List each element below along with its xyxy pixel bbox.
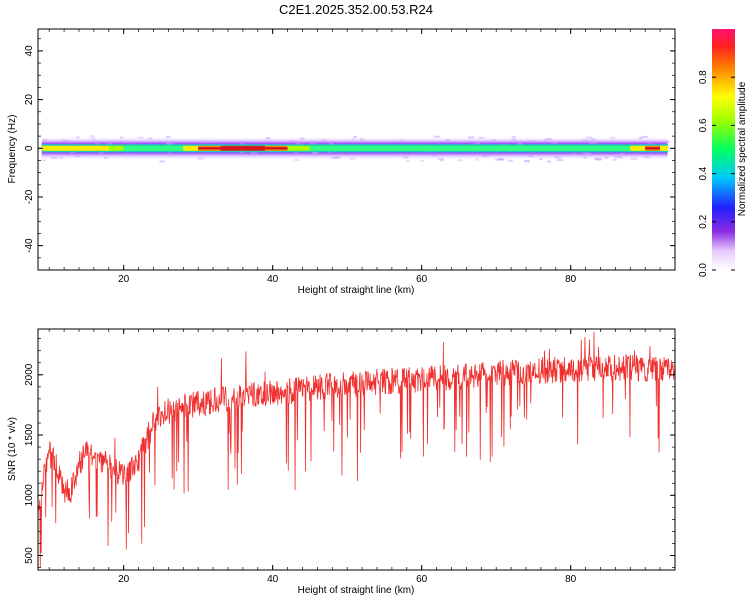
ridge-segment [183,145,199,151]
ridge-segment [309,145,348,151]
snr-series-line [38,331,675,568]
snr-x-tick-label: 80 [565,574,577,585]
colorbar-gradient [712,29,735,270]
chart-title: C2E1.2025.352.00.53.R24 [279,2,433,17]
ridge-segment [138,145,162,151]
ridge-segment [458,145,497,151]
spectrogram-y-tick-label: 20 [24,94,35,106]
spectrogram-y-axis-label: Frequency (Hz) [7,115,18,184]
spectrogram-x-axis-label: Height of straight line (km) [298,285,415,296]
colorbar-label: Normalized spectral amplitude [737,81,748,216]
spectrogram-x-tick-label: 80 [565,274,577,285]
ridge-segment [630,145,646,151]
ridge-segment [64,145,87,151]
ridge-segment [421,145,460,151]
ridge-segment [347,145,385,151]
spectrogram-heatmap [41,135,671,163]
ridge-segment [160,145,184,151]
snr-y-tick-label: 1500 [24,423,35,446]
ridge-segment [496,145,534,151]
ridge-segment [533,145,572,151]
spectrogram-y-tick-label: 0 [24,145,35,151]
snr-y-axis-label: SNR (10 * v/v) [7,417,18,481]
spectrogram-panel: 20 40 60 80 40 20 0 -20 -40 Height of straight … [7,28,676,296]
colorbar: 0.0 0.2 0.4 0.6 0.8 Normalized spectral ampl… [698,29,748,277]
ridge-segment [86,145,110,151]
ridge-segment [570,145,609,151]
snr-x-tick-label: 60 [416,574,428,585]
spectrogram-y-tick-label: -20 [24,189,35,204]
snr-x-tick-label: 20 [118,574,130,585]
ridge-segment [49,145,65,151]
snr-x-tick-label: 40 [267,574,279,585]
snr-y-tick-label: 500 [24,547,35,564]
ridge-segment [41,145,50,151]
ridge-segment [384,145,423,151]
colorbar-tick-label: 0.6 [698,118,709,132]
spectrogram-x-tick-label: 60 [416,274,428,285]
spectrogram-x-tick-label: 20 [118,274,130,285]
colorbar-tick-label: 0.2 [698,214,709,228]
spectrogram-y-tick-label: 40 [24,45,35,57]
ridge-segment [660,145,669,151]
spectrogram-x-tick-label: 40 [267,274,279,285]
ridge-segment [287,145,311,151]
snr-panel: 20 40 60 80 2000 1500 1000 500 Height of strai… [7,328,676,596]
ridge-segment [607,145,631,151]
colorbar-tick-label: 0.8 [698,70,709,84]
spectrogram-y-tick-label: -40 [24,238,35,253]
snr-y-tick-label: 1000 [24,484,35,507]
colorbar-tick-label: 0.0 [698,263,709,277]
ridge-segment [108,145,125,151]
ridge-segment [123,145,140,151]
snr-x-axis-label: Height of straight line (km) [298,585,415,596]
snr-y-tick-label: 2000 [24,363,35,386]
colorbar-tick-label: 0.4 [698,166,709,180]
